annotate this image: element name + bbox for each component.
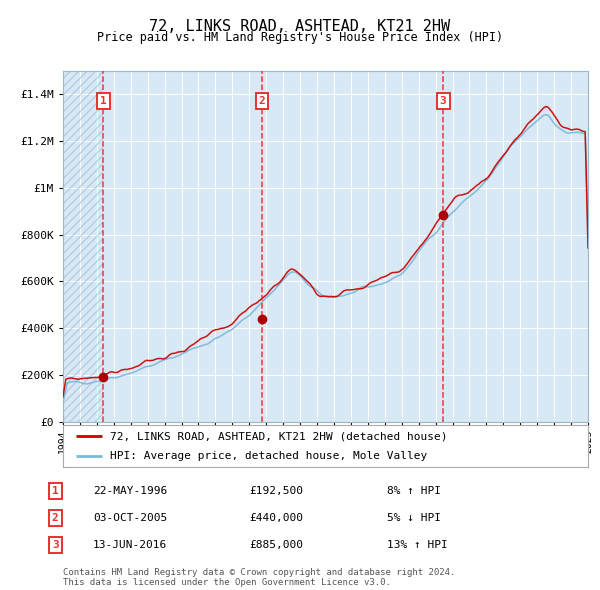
Text: 72, LINKS ROAD, ASHTEAD, KT21 2HW (detached house): 72, LINKS ROAD, ASHTEAD, KT21 2HW (detac… — [110, 431, 448, 441]
Text: 8% ↑ HPI: 8% ↑ HPI — [387, 486, 441, 496]
Text: Contains HM Land Registry data © Crown copyright and database right 2024.
This d: Contains HM Land Registry data © Crown c… — [63, 568, 455, 587]
Text: Price paid vs. HM Land Registry's House Price Index (HPI): Price paid vs. HM Land Registry's House … — [97, 31, 503, 44]
Text: 2: 2 — [52, 513, 59, 523]
Text: 03-OCT-2005: 03-OCT-2005 — [93, 513, 167, 523]
Text: 1: 1 — [52, 486, 59, 496]
Text: 1: 1 — [100, 96, 107, 106]
Text: HPI: Average price, detached house, Mole Valley: HPI: Average price, detached house, Mole… — [110, 451, 427, 461]
Text: 2: 2 — [259, 96, 265, 106]
Text: 13% ↑ HPI: 13% ↑ HPI — [387, 540, 448, 550]
Text: 13-JUN-2016: 13-JUN-2016 — [93, 540, 167, 550]
Text: £885,000: £885,000 — [249, 540, 303, 550]
Text: 22-MAY-1996: 22-MAY-1996 — [93, 486, 167, 496]
Text: 3: 3 — [440, 96, 446, 106]
Text: £440,000: £440,000 — [249, 513, 303, 523]
Text: 3: 3 — [52, 540, 59, 550]
Text: £192,500: £192,500 — [249, 486, 303, 496]
Text: 72, LINKS ROAD, ASHTEAD, KT21 2HW: 72, LINKS ROAD, ASHTEAD, KT21 2HW — [149, 19, 451, 34]
Text: 5% ↓ HPI: 5% ↓ HPI — [387, 513, 441, 523]
